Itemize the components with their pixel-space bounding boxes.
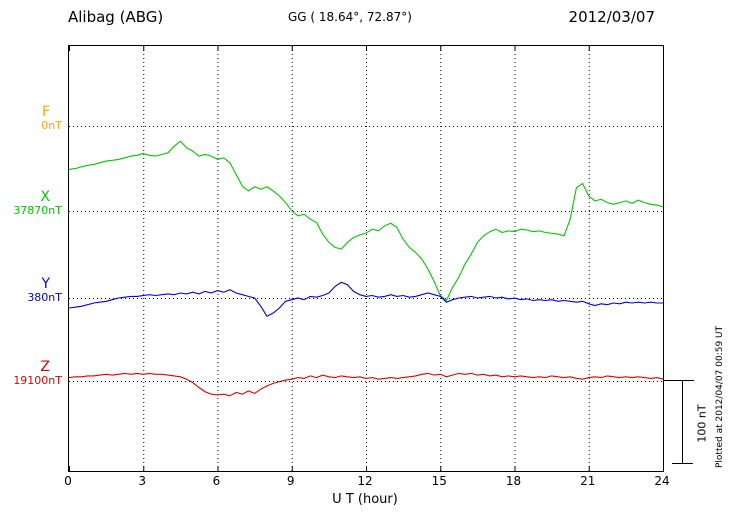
trace-Y: [69, 281, 663, 318]
component-baseline-F: 0nT: [41, 119, 62, 133]
component-label-X: X 37870nT: [2, 189, 62, 218]
x-tick-label-18: 18: [505, 474, 522, 488]
component-baseline-X: 37870nT: [13, 204, 62, 218]
component-label-Z: Z 19100nT: [2, 359, 62, 388]
scale-bar-top-tick: [664, 380, 694, 381]
plot-area: [68, 45, 664, 472]
scale-bar-line: [682, 380, 683, 464]
plotted-at-note: Plotted at 2012/04/07 00:59 UT: [715, 325, 725, 468]
x-tick-label-3: 3: [138, 474, 147, 488]
x-tick-label-15: 15: [431, 474, 447, 488]
component-baseline-Z: 19100nT: [13, 374, 62, 388]
scale-bar-label: 100 nT: [695, 404, 709, 443]
component-baseline-Y: 380nT: [27, 291, 62, 305]
component-label-F: F 0nT: [2, 104, 62, 133]
scale-bar-bottom-tick: [672, 463, 693, 464]
component-label-Y: Y 380nT: [2, 276, 62, 305]
x-axis-label: U T (hour): [332, 492, 398, 507]
plot-date: 2012/03/07: [568, 8, 655, 26]
trace-X: [69, 140, 663, 302]
component-letter-Y: Y: [41, 276, 50, 292]
x-tick-label-0: 0: [64, 474, 72, 488]
x-tick-label-24: 24: [654, 474, 670, 488]
component-letter-F: F: [41, 104, 50, 120]
trace-Z: [69, 372, 663, 397]
x-tick-label-9: 9: [286, 474, 295, 488]
component-letter-Z: Z: [40, 359, 50, 375]
geographic-coords: GG ( 18.64°, 72.87°): [288, 10, 412, 24]
x-tick-label-6: 6: [212, 474, 221, 488]
x-tick-label-21: 21: [580, 474, 596, 488]
component-letter-X: X: [40, 189, 50, 205]
station-title: Alibag (ABG): [68, 8, 164, 26]
magnetogram-chart: [69, 46, 663, 471]
x-tick-label-12: 12: [357, 474, 373, 488]
